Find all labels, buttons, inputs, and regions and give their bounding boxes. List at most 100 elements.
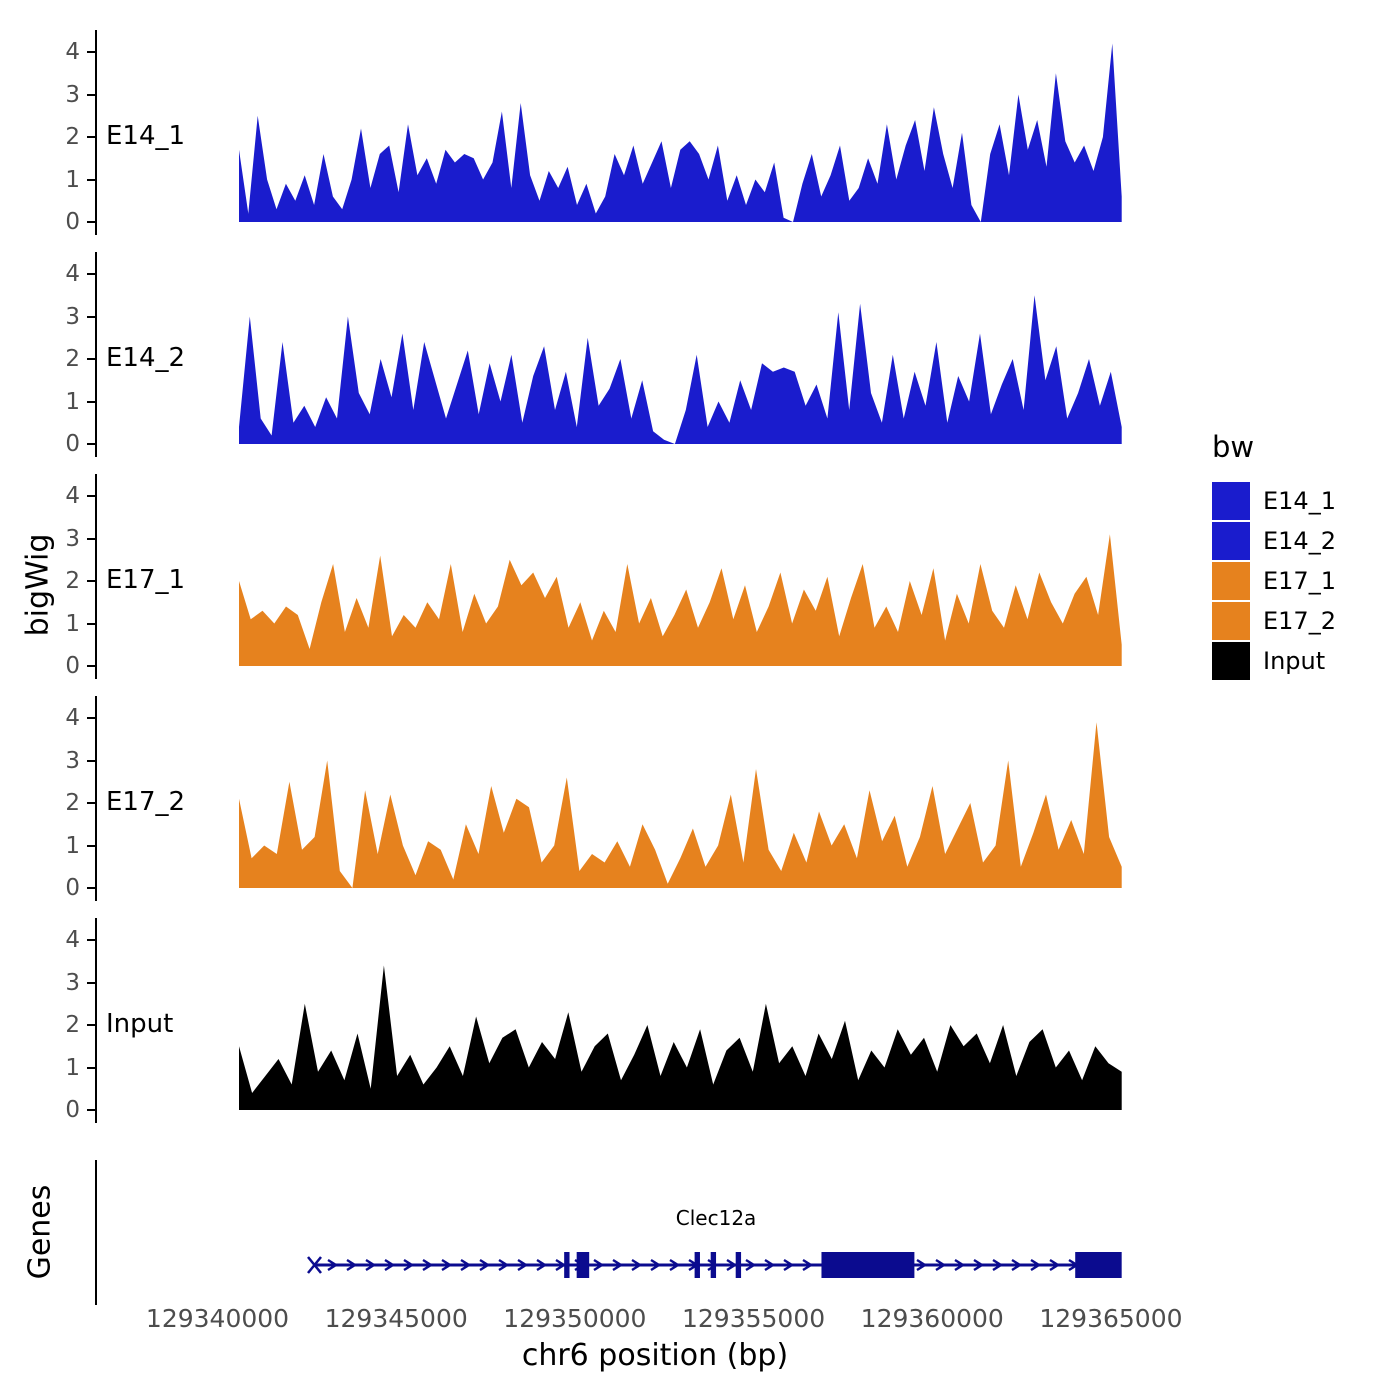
y-tick-label: 3 (65, 81, 80, 108)
legend-label: E14_2 (1263, 527, 1336, 555)
x-tick-label: 129355000 (681, 1304, 826, 1333)
x-tick-label: 129350000 (503, 1304, 647, 1333)
x-tick-label: 129345000 (324, 1304, 468, 1333)
y-tick (87, 51, 95, 53)
strand-arrow-icon (935, 1258, 947, 1272)
y-tick-label: 2 (65, 346, 80, 372)
strand-arrow-icon (764, 1258, 776, 1272)
legend-label: E14_1 (1263, 487, 1336, 515)
strand-arrow-icon (669, 1258, 681, 1272)
y-tick (87, 844, 95, 847)
x-axis: 129340000 129345000 129350000 129355000 1293… (0, 1302, 1400, 1336)
y-tick-label: 4 (65, 39, 80, 65)
track-panel-e14-2: E14_2 0 1 2 3 4 (0, 252, 1400, 457)
x-tick-label: 129360000 (860, 1304, 1004, 1333)
y-tick-label: 4 (65, 261, 80, 287)
y-tick (87, 537, 95, 540)
track-label: E17_2 (106, 787, 186, 817)
strand-arrow-icon (612, 1258, 624, 1272)
y-axis-line (95, 252, 97, 457)
y-tick-label: 2 (65, 568, 80, 594)
y-tick-label: 1 (65, 832, 80, 859)
y-tick (87, 939, 95, 941)
gene-name-label: Clec12a (675, 1206, 757, 1230)
y-tick-label: 1 (65, 610, 80, 637)
gene-track-panel: Clec12a (0, 1160, 1400, 1305)
y-tick-label: 2 (65, 124, 80, 150)
y-tick-label: 1 (65, 388, 80, 415)
legend-entry-e17-2: E17_2 (1212, 602, 1336, 640)
gene-exon (710, 1252, 717, 1278)
legend-label: E17_2 (1263, 607, 1336, 635)
y-axis-line (95, 30, 97, 235)
track-panel-input: Input 0 1 2 3 4 (0, 918, 1400, 1123)
x-tick-label: 129365000 (1039, 1304, 1183, 1333)
y-tick-label: 0 (65, 653, 80, 679)
y-tick (87, 1109, 95, 1111)
strand-arrow-icon (1030, 1258, 1042, 1272)
y-tick (87, 93, 95, 96)
coverage-path (239, 965, 1122, 1110)
y-tick (87, 622, 95, 625)
y-tick-label: 3 (65, 969, 80, 996)
strand-arrow-icon (536, 1258, 548, 1272)
gene-exon (1075, 1252, 1122, 1278)
y-tick (87, 887, 95, 889)
strand-arrow-icon (631, 1258, 643, 1272)
y-tick (87, 315, 95, 318)
strand-arrow-icon (498, 1258, 510, 1272)
y-tick (87, 717, 95, 719)
y-tick-label: 2 (65, 790, 80, 816)
strand-arrow-icon (1049, 1258, 1061, 1272)
y-tick (87, 400, 95, 403)
gene-exon (564, 1252, 570, 1278)
strand-arrow-icon (745, 1258, 757, 1272)
y-tick (87, 136, 95, 138)
track-panel-e14-1: E14_1 0 1 2 3 4 (0, 30, 1400, 235)
y-tick-label: 4 (65, 927, 80, 953)
track-panel-e17-1: E17_1 0 1 2 3 4 (0, 474, 1400, 679)
strand-arrow-icon (517, 1258, 529, 1272)
y-tick (87, 665, 95, 667)
y-tick-label: 3 (65, 525, 80, 552)
strand-arrow-icon (460, 1258, 472, 1272)
legend-swatch-e17-2 (1212, 602, 1250, 640)
y-tick (87, 273, 95, 275)
coverage-path (239, 722, 1122, 888)
y-tick-label: 4 (65, 705, 80, 731)
y-tick (87, 580, 95, 582)
strand-arrow-icon (973, 1258, 985, 1272)
track-label: E14_1 (106, 121, 186, 151)
gene-start-marker (307, 1256, 322, 1274)
strand-arrow-icon (954, 1258, 966, 1272)
strand-arrow-icon (441, 1258, 453, 1272)
track-label: Input (106, 1009, 174, 1039)
legend-label: Input (1263, 647, 1326, 675)
strand-arrow-icon (346, 1258, 358, 1272)
strand-arrow-icon (726, 1258, 738, 1272)
y-tick-label: 0 (65, 875, 80, 901)
x-tick-label: 129340000 (145, 1304, 290, 1333)
coverage-area-e14-1 (239, 43, 1122, 222)
y-axis-line (95, 696, 97, 901)
y-tick (87, 443, 95, 445)
gene-exon (694, 1252, 700, 1278)
coverage-area-input (239, 965, 1122, 1110)
y-tick-label: 1 (65, 1054, 80, 1081)
y-tick (87, 802, 95, 804)
coverage-path (239, 295, 1122, 444)
y-tick (87, 1024, 95, 1026)
legend-entry-input: Input (1212, 642, 1336, 680)
legend: bw E14_1 E14_2 E17_1 E17_2 Input (1212, 430, 1336, 682)
y-tick (87, 221, 95, 223)
strand-arrow-icon (384, 1258, 396, 1272)
strand-arrow-icon (555, 1258, 567, 1272)
legend-swatch-e17-1 (1212, 562, 1250, 600)
strand-arrow-icon (802, 1258, 814, 1272)
y-tick-label: 0 (65, 431, 80, 457)
y-tick (87, 1066, 95, 1069)
track-panel-e17-2: E17_2 0 1 2 3 4 (0, 696, 1400, 901)
strand-arrow-icon (916, 1258, 928, 1272)
strand-arrow-icon (783, 1258, 795, 1272)
